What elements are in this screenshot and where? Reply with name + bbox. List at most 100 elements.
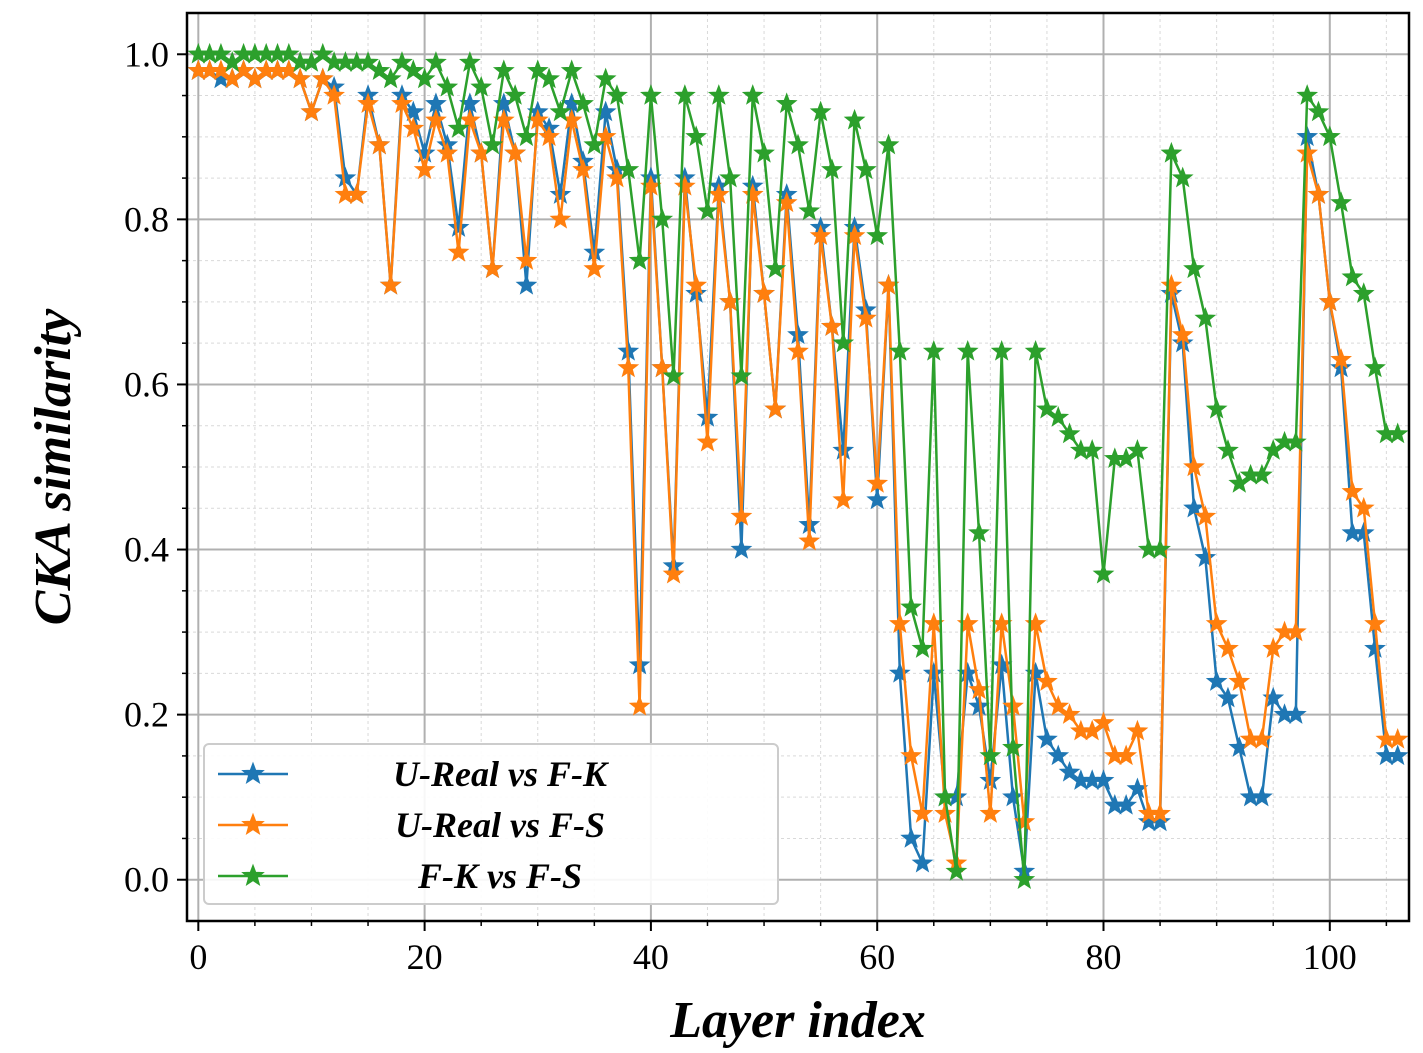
data-point xyxy=(1330,348,1352,369)
data-point xyxy=(1307,183,1330,204)
data-point xyxy=(821,158,843,180)
data-point xyxy=(900,595,923,617)
data-point xyxy=(515,273,538,295)
data-point xyxy=(1386,422,1409,444)
x-tick-label: 40 xyxy=(633,937,669,977)
data-point xyxy=(979,769,1002,790)
data-point xyxy=(425,51,447,72)
data-point xyxy=(990,340,1013,361)
data-point xyxy=(515,249,538,270)
data-point xyxy=(549,207,572,229)
data-point xyxy=(628,694,651,716)
data-point xyxy=(1386,727,1409,749)
data-point xyxy=(1081,439,1104,460)
data-point xyxy=(413,67,436,89)
data-point xyxy=(1036,397,1058,419)
y-tick-label: 0.8 xyxy=(124,199,169,239)
data-point xyxy=(1217,637,1239,658)
data-point xyxy=(1251,463,1273,485)
data-point xyxy=(866,224,889,246)
data-point xyxy=(730,505,753,526)
data-point xyxy=(515,125,538,147)
data-point xyxy=(436,141,459,163)
data-point xyxy=(832,331,855,353)
x-axis-title: Layer index xyxy=(669,992,926,1049)
data-point xyxy=(594,100,617,122)
data-point xyxy=(459,51,481,72)
series-layer xyxy=(187,42,1409,889)
data-point xyxy=(1171,323,1194,345)
data-point xyxy=(504,84,526,105)
data-point xyxy=(1228,670,1251,691)
data-point xyxy=(764,397,787,419)
legend-label: U-Real vs F-S xyxy=(395,805,605,845)
data-point xyxy=(707,84,730,105)
data-point xyxy=(1284,430,1307,452)
data-point xyxy=(979,744,1002,766)
data-point xyxy=(651,356,674,378)
data-point xyxy=(809,224,832,246)
data-point xyxy=(1194,546,1217,568)
data-point xyxy=(391,92,413,114)
data-point xyxy=(832,439,855,460)
data-point xyxy=(1115,794,1137,815)
data-point xyxy=(538,67,560,89)
data-point xyxy=(866,488,889,510)
data-point xyxy=(1024,340,1047,361)
data-point xyxy=(617,356,640,378)
data-point xyxy=(357,92,379,114)
data-point xyxy=(311,42,334,64)
data-point xyxy=(1352,521,1375,543)
data-point xyxy=(673,84,696,105)
data-point xyxy=(662,364,685,386)
legend-marker xyxy=(241,863,265,887)
data-point xyxy=(1126,719,1149,741)
data-point xyxy=(402,117,425,138)
data-point xyxy=(1160,141,1183,163)
data-point xyxy=(583,133,606,155)
data-point xyxy=(787,133,809,155)
data-point xyxy=(877,133,900,155)
data-point xyxy=(1364,356,1386,378)
data-point xyxy=(1352,282,1375,303)
data-point xyxy=(1251,727,1273,749)
data-point xyxy=(1341,265,1364,287)
data-point xyxy=(809,100,832,122)
data-point xyxy=(413,141,436,163)
data-point xyxy=(1149,802,1171,823)
data-point xyxy=(843,224,866,246)
data-point xyxy=(447,216,470,237)
data-point xyxy=(492,59,515,81)
x-tick-label: 100 xyxy=(1303,937,1357,977)
data-point xyxy=(391,51,413,72)
data-point xyxy=(1002,785,1024,807)
axis-tick-labels: 0 20 40 60 80 100 0.0 0.2 0.4 0.6 0.8 1.0 xyxy=(124,34,1357,977)
data-point xyxy=(1307,100,1330,122)
data-point xyxy=(1296,141,1319,163)
data-point xyxy=(696,430,719,452)
data-point xyxy=(1092,711,1115,733)
data-point xyxy=(821,315,843,336)
data-point xyxy=(900,744,923,766)
data-point xyxy=(1047,744,1070,766)
data-point xyxy=(549,100,572,122)
data-point xyxy=(1318,290,1341,312)
data-point xyxy=(1205,612,1228,634)
data-point xyxy=(775,92,798,114)
legend-marker xyxy=(241,812,265,836)
data-point xyxy=(855,306,877,328)
data-point xyxy=(968,521,990,543)
legend: U-Real vs F-K U-Real vs F-S F-K vs F-S xyxy=(203,743,779,905)
data-point xyxy=(436,75,459,97)
data-point xyxy=(911,851,934,873)
data-point xyxy=(1284,620,1307,642)
data-point xyxy=(911,802,934,823)
data-point xyxy=(1262,686,1285,708)
data-point xyxy=(990,653,1013,675)
legend-label: F-K vs F-S xyxy=(417,856,582,896)
data-point xyxy=(753,141,775,163)
data-point xyxy=(1251,785,1273,807)
data-point xyxy=(911,637,934,658)
data-point xyxy=(1024,612,1047,634)
